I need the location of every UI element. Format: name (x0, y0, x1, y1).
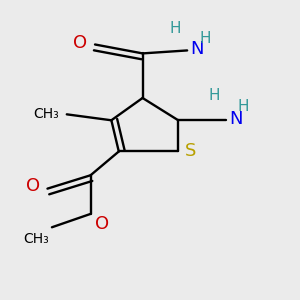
Text: CH₃: CH₃ (34, 107, 59, 121)
Text: H: H (169, 21, 181, 36)
Text: CH₃: CH₃ (23, 232, 49, 246)
Text: H: H (199, 31, 211, 46)
Text: O: O (95, 215, 109, 233)
Text: H: H (208, 88, 220, 103)
Text: N: N (190, 40, 204, 58)
Text: O: O (26, 177, 40, 195)
Text: H: H (238, 99, 249, 114)
Text: N: N (229, 110, 242, 128)
Text: S: S (184, 142, 196, 160)
Text: O: O (74, 34, 88, 52)
